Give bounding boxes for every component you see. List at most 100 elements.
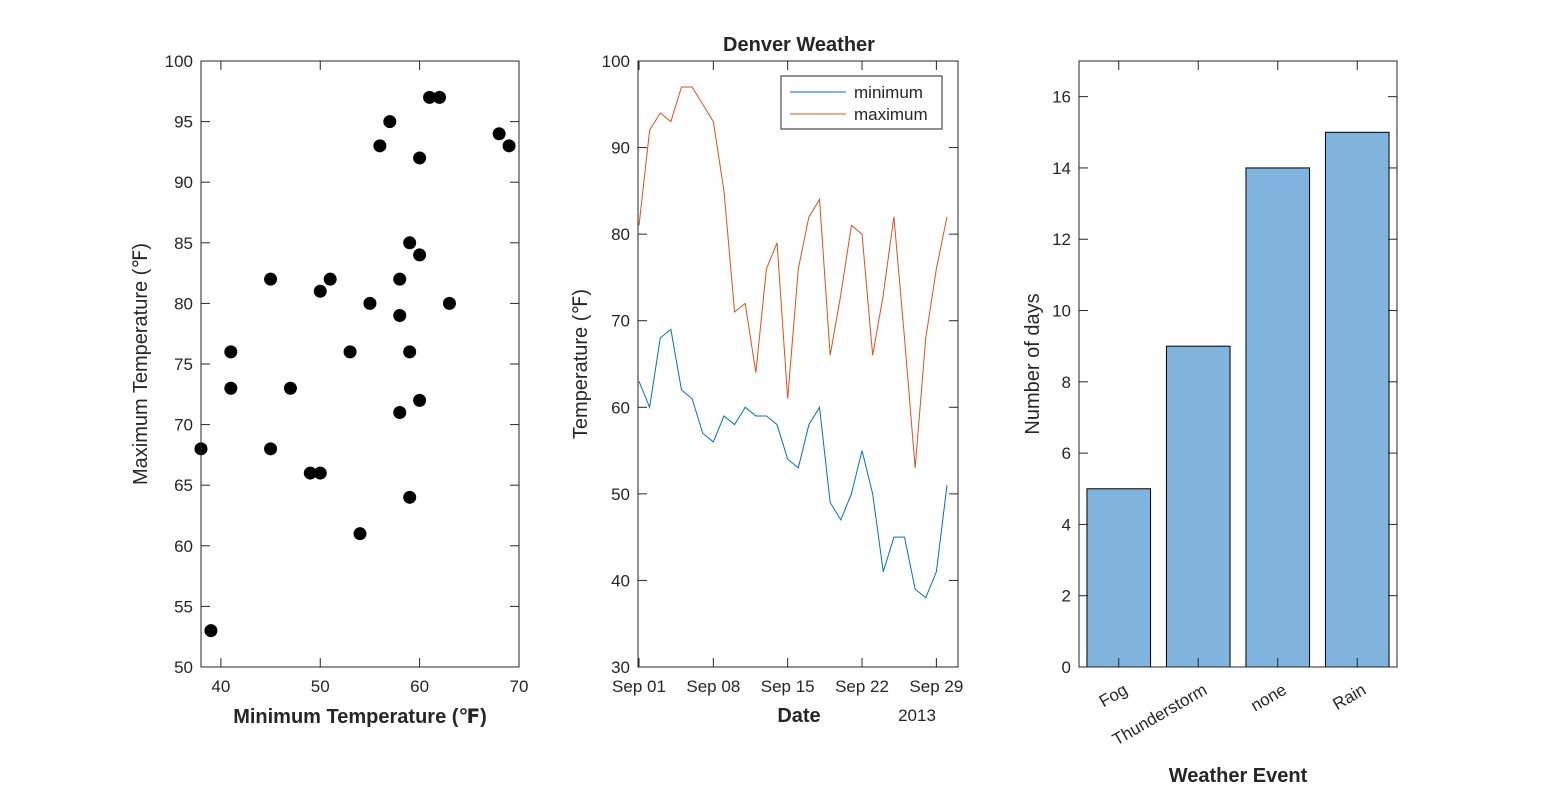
scatter-point (343, 345, 357, 359)
y-tick-label: 60 (174, 537, 193, 556)
scatter-point (373, 139, 387, 153)
series-line-minimum (638, 328, 948, 599)
series-line-maximum (638, 86, 948, 468)
scatter-y-axis-label: Maximum Temperature (℉) (130, 243, 152, 485)
scatter-point (323, 272, 337, 286)
scatter-point (442, 296, 456, 310)
scatter-point (383, 115, 397, 129)
bar-y-axis-label: Number of days (1022, 293, 1044, 434)
scatter-x-ticks: 40 50 60 70 (211, 61, 528, 696)
scatter-y-ticks: 50 55 60 65 70 75 80 85 90 95 100 (165, 52, 519, 677)
scatter-point (413, 393, 427, 407)
y-tick-label: 100 (165, 52, 193, 71)
line-chart-title: Denver Weather (723, 34, 875, 56)
scatter-point (393, 272, 407, 286)
x-tick-label: none (1247, 680, 1289, 715)
line-x-year-label: 2013 (898, 706, 936, 725)
y-tick-label: 70 (611, 312, 630, 331)
scatter-point (403, 236, 417, 250)
y-tick-label: 75 (174, 355, 193, 374)
x-tick-label: 70 (510, 677, 529, 696)
y-tick-label: 90 (174, 173, 193, 192)
scatter-point (502, 139, 516, 153)
scatter-point (303, 466, 317, 480)
scatter-x-axis-label: Minimum Temperature (℉) (233, 706, 487, 728)
y-tick-label: 80 (174, 294, 193, 313)
x-tick-label: Fog (1096, 680, 1131, 711)
scatter-point (224, 345, 238, 359)
scatter-point (433, 90, 446, 104)
x-tick-label: Sep 29 (909, 677, 963, 696)
y-tick-label: 30 (611, 658, 630, 677)
scatter-points (194, 90, 516, 638)
scatter-point (363, 296, 377, 310)
y-tick-label: 12 (1052, 230, 1071, 249)
bar-x-axis-label: Weather Event (1169, 765, 1308, 787)
x-tick-label: 60 (410, 677, 429, 696)
legend-label-maximum: maximum (854, 105, 928, 124)
y-tick-label: 80 (611, 225, 630, 244)
line-panel: Sep 01 Sep 08 Sep 15 Sep 22 Sep 29 30 40 50 60 7… (570, 34, 963, 727)
scatter-point (204, 624, 218, 638)
scatter-point (264, 442, 278, 456)
scatter-point (313, 466, 327, 480)
line-x-ticks: Sep 01 Sep 08 Sep 15 Sep 22 Sep 29 (612, 61, 963, 696)
y-tick-label: 6 (1062, 444, 1071, 463)
y-tick-label: 50 (174, 658, 193, 677)
scatter-point (264, 272, 278, 286)
scatter-point (423, 90, 437, 104)
x-tick-label: Sep 08 (686, 677, 740, 696)
bar-thunderstorm (1165, 345, 1231, 668)
y-tick-label: 4 (1062, 515, 1071, 534)
y-tick-label: 10 (1052, 302, 1071, 321)
x-tick-label: Sep 22 (835, 677, 889, 696)
y-tick-label: 90 (611, 139, 630, 158)
scatter-point (224, 381, 238, 395)
y-tick-label: 40 (611, 571, 630, 590)
y-tick-label: 14 (1052, 159, 1071, 178)
line-axes-box (637, 60, 959, 668)
line-x-axis-label: Date (777, 705, 820, 727)
scatter-point (492, 127, 506, 141)
legend-box (780, 75, 943, 130)
scatter-point (403, 345, 417, 359)
x-tick-label: Sep 01 (612, 677, 666, 696)
scatter-point (283, 381, 297, 395)
line-y-ticks: 30 40 50 60 70 80 90 100 (602, 52, 958, 677)
scatter-point (413, 151, 427, 165)
x-tick-label: Sep 15 (761, 677, 815, 696)
x-tick-label: 40 (211, 677, 230, 696)
bar-y-ticks: 0 2 4 6 8 10 12 14 16 (1052, 88, 1397, 677)
scatter-point (393, 405, 407, 419)
y-tick-label: 55 (174, 597, 193, 616)
y-tick-label: 95 (174, 113, 193, 132)
scatter-point (353, 527, 367, 541)
scatter-panel: 40 50 60 70 50 55 60 65 70 75 80 85 90 95 100 Minimum… (130, 52, 528, 728)
y-tick-label: 8 (1062, 373, 1071, 392)
y-tick-label: 100 (602, 52, 630, 71)
scatter-point (413, 248, 427, 262)
y-tick-label: 0 (1062, 658, 1071, 677)
scatter-point (403, 490, 417, 504)
bar-axes-box (1078, 60, 1398, 668)
y-tick-label: 2 (1062, 587, 1071, 606)
scatter-point (393, 309, 407, 323)
x-tick-label: 50 (311, 677, 330, 696)
y-tick-label: 70 (174, 416, 193, 435)
scatter-point (313, 284, 327, 298)
y-tick-label: 65 (174, 476, 193, 495)
bar-none (1245, 167, 1311, 668)
y-tick-label: 85 (174, 234, 193, 253)
x-tick-label: Rain (1329, 680, 1369, 714)
line-y-axis-label: Temperature (℉) (570, 289, 592, 439)
bar-rain (1324, 131, 1390, 668)
bars (1086, 131, 1390, 668)
y-tick-label: 60 (611, 398, 630, 417)
bar-fog (1086, 488, 1152, 668)
line-legend: minimum maximum (780, 75, 943, 130)
y-tick-label: 50 (611, 485, 630, 504)
y-tick-label: 16 (1052, 88, 1071, 107)
scatter-axes-box (200, 60, 520, 668)
